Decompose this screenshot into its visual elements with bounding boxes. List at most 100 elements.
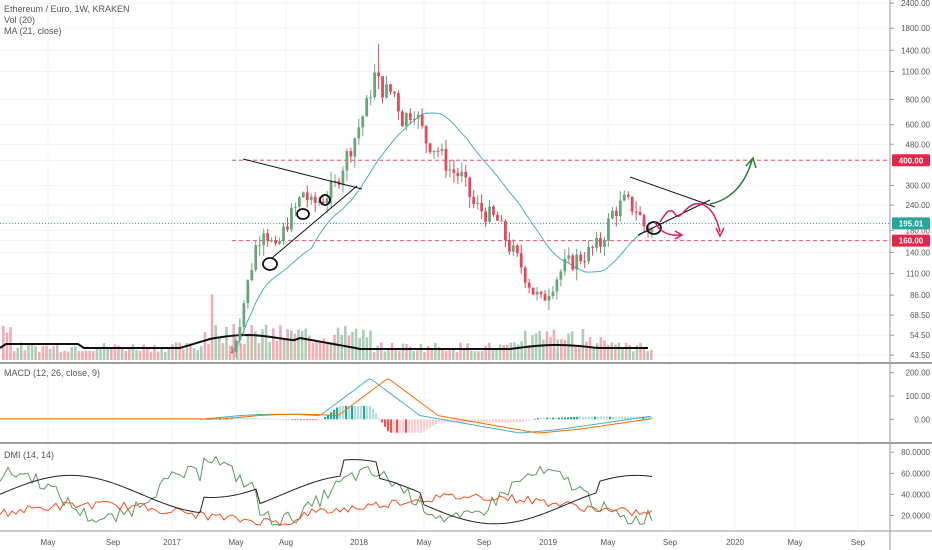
volume-bar [624,342,628,360]
macd-histogram-bar [525,419,528,422]
volume-bar [124,350,127,360]
price-tick-label: 800.00 [906,95,931,104]
volume-bar [113,344,117,360]
volume-bar [495,347,498,360]
volume-bar [372,351,376,360]
macd-histogram-bar [513,419,516,423]
volume-bar [189,343,192,360]
annotation-circle [646,221,662,235]
volume-bar [218,337,221,360]
macd-histogram-bar [387,419,390,432]
volume-bar [146,348,149,360]
macd-histogram-bar [312,419,315,421]
volume-bar [556,339,559,360]
macd-histogram-bar [537,417,540,420]
volume-bar [164,351,167,360]
volume-bar [326,342,329,360]
volume-bar [549,337,552,360]
macd-legend[interactable]: MACD (12, 26, close, 9) [4,368,101,378]
chart-legend: Ethereum / Euro, 1W, KRAKEN Vol (20) MA … [4,4,130,37]
candle-body [242,303,246,327]
candle-body [511,245,515,252]
macd-histogram-bar [255,418,258,420]
volume-bar [16,347,19,360]
macd-histogram-bar [402,419,405,433]
volume-ma-line [0,334,648,350]
candle-body [535,291,539,295]
macd-histogram-bar [243,417,246,420]
candle-body [543,294,547,301]
symbol-title[interactable]: Ethereum / Euro, 1W, KRAKEN [4,4,130,14]
candle-body [464,171,468,178]
macd-histogram-bar [516,419,519,423]
volume-bar [344,325,347,360]
macd-histogram-bar [609,416,612,420]
price-tick-label: 140.00 [906,248,931,257]
macd-histogram-bar [396,419,399,433]
volume-legend[interactable]: Vol (20) [4,15,36,25]
macd-histogram-bar [621,416,624,420]
macd-histogram-bar [390,419,393,433]
macd-histogram-bar [453,419,456,423]
volume-bar [293,333,297,360]
volume-bar [578,347,581,360]
volume-bar [156,351,160,360]
current-price-label: 195.01 [899,219,924,228]
candle-body [436,150,440,152]
macd-histogram-bar [417,419,420,433]
volume-bar [434,342,437,360]
volume-bar [84,350,88,360]
volume-bar [286,329,289,360]
macd-histogram-bar [477,419,480,423]
dmi-tick-label: 60.0000 [901,469,930,478]
macd-histogram-bar [570,417,573,420]
volume-bar [257,343,261,360]
volume-bar [2,325,5,360]
time-tick-label: May [416,538,431,547]
volume-bar [74,346,77,360]
macd-histogram-bar [363,405,366,420]
trendline [637,199,711,236]
macd-histogram-bar [645,416,648,420]
volume-bar [329,343,333,360]
volume-bar [408,346,412,360]
candle-body [539,291,543,295]
volume-bar [506,344,509,360]
candle-body [599,237,602,247]
volume-bar [603,340,606,360]
horizontal-levels [0,159,890,242]
candle-body [333,180,337,182]
volume-bar [149,351,153,360]
volume-bar [588,337,592,360]
dmi-plus-line [0,455,653,526]
candle-body [519,253,523,268]
time-tick-label: 2018 [350,538,368,547]
volume-bar [275,340,279,360]
volume-bar [585,341,588,360]
macd-histogram-bar [486,419,489,423]
volume-bar [390,342,394,360]
time-axis[interactable]: May Sep 2017 May Aug 2018 May Sep 2019 May Sep 2020… [40,538,865,547]
ma-legend[interactable]: MA (21, close) [4,26,62,36]
macd-histogram-bar [414,419,417,433]
macd-histogram-bar [435,419,438,425]
volume-bar [246,333,250,360]
volume-bars [2,294,653,360]
volume-bar [513,342,516,360]
volume-bar [635,345,639,360]
price-axis[interactable]: 2400.00 1800.00 1400.00 1100.00 800.00 600.00… [889,0,931,550]
macd-histogram-bar [327,414,330,420]
volume-bar [20,342,23,360]
candle-body [230,352,234,354]
candle-body [492,206,495,215]
macd-histogram-bar [270,418,273,420]
dmi-legend[interactable]: DMI (14, 14) [4,450,55,460]
volume-bar [92,350,95,360]
volume-bar [70,347,73,360]
candle-body [515,245,519,254]
macd-histogram-bar [261,418,264,420]
macd-histogram-bar [339,405,342,420]
candle-body [238,326,242,341]
volume-bar [383,351,387,360]
volume-bar [12,351,16,360]
